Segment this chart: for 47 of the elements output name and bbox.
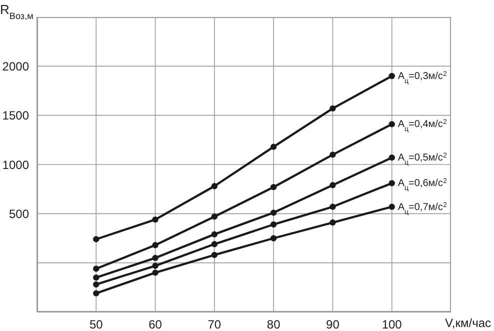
series-label: A$_{ц}$=0,7м/с$^{2}$ — [398, 201, 447, 216]
point — [270, 144, 277, 150]
point — [388, 204, 395, 210]
point — [270, 184, 277, 190]
point — [211, 231, 218, 238]
x-tick-label: 80 — [266, 318, 281, 331]
point — [270, 210, 277, 216]
point — [152, 262, 158, 269]
y-tick-label: 1500 — [2, 108, 30, 123]
point — [152, 254, 158, 262]
point — [330, 204, 336, 210]
point — [330, 152, 336, 158]
point — [152, 270, 158, 276]
x-tick-label: 90 — [326, 318, 340, 331]
point — [388, 72, 395, 80]
y-axis-title: R$_{Воз,м}$ — [0, 2, 34, 21]
point — [211, 241, 218, 248]
point — [93, 290, 100, 296]
y-tick-label: 500 — [8, 206, 30, 221]
x-tick-label: 60 — [148, 318, 162, 331]
series-label: A$_{ц}$=0,4м/с$^{2}$ — [398, 118, 447, 133]
point — [93, 266, 100, 272]
series-label: A$_{ц}$=0,3м/с$^{2}$ — [398, 70, 447, 84]
point — [93, 236, 100, 242]
x-tick-label: 70 — [208, 318, 222, 331]
point — [152, 216, 158, 223]
point — [388, 121, 395, 128]
point — [330, 182, 336, 188]
point — [211, 214, 218, 220]
point — [211, 252, 218, 258]
point — [388, 154, 395, 161]
x-tick-label: 50 — [89, 318, 104, 331]
point — [93, 281, 100, 288]
point — [270, 235, 277, 242]
x-axis-title: V,км/час — [445, 316, 491, 330]
point — [93, 274, 100, 281]
series-label: A$_{ц}$=0,6м/с$^{2}$ — [398, 178, 447, 192]
point — [152, 242, 158, 248]
y-tick-label: 1000 — [2, 158, 30, 172]
point — [211, 183, 218, 190]
series-label: A$_{ц}$=0,5м/с$^{2}$ — [398, 152, 447, 166]
point — [270, 221, 277, 228]
y-tick-label: 2000 — [2, 59, 30, 74]
x-tick-label: 100 — [382, 318, 402, 331]
point — [330, 219, 336, 226]
point — [330, 105, 336, 112]
point — [388, 180, 395, 186]
